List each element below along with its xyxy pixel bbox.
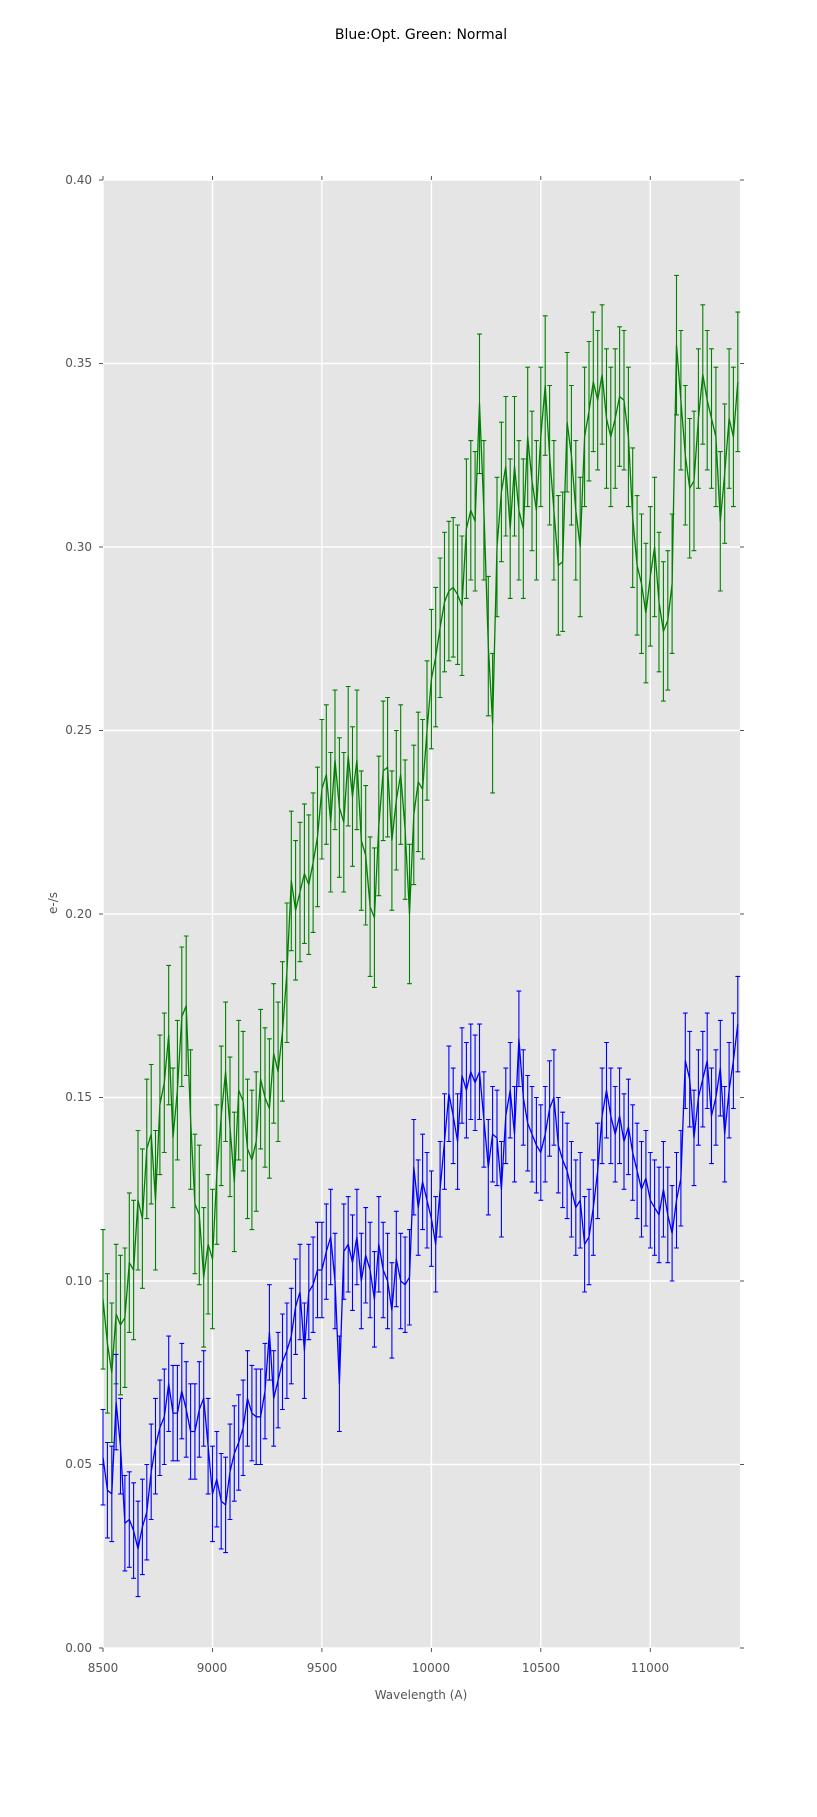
chart-title: Blue:Opt. Green: Normal [334,27,508,43]
opt-series-line [102,1024,739,1550]
normal-series-line [102,344,739,1374]
axis-tick-marks [99,176,744,1652]
x-tick-label-10500: 10500 [521,1661,561,1675]
x-tick-label-8500: 8500 [87,1661,119,1675]
x-tick-label-11000: 11000 [630,1661,670,1675]
y-tick-label-0.15: 0.15 [65,1090,92,1104]
y-tick-label-0.10: 0.10 [65,1274,92,1288]
x-tick-label-9000: 9000 [196,1661,228,1675]
y-tick-label-0.30: 0.30 [65,540,92,554]
y-tick-label-0.35: 0.35 [65,356,92,370]
y-tick-label-0.00: 0.00 [65,1641,92,1655]
x-tick-label-9500: 9500 [306,1661,338,1675]
y-tick-label-0.20: 0.20 [65,907,92,921]
y-tick-label-0.25: 0.25 [65,723,92,737]
x-tick-label-10000: 10000 [411,1661,451,1675]
y-tick-label-0.40: 0.40 [65,173,92,187]
x-axis-label: Wavelength (A) [374,1688,468,1702]
y-tick-label-0.05: 0.05 [65,1457,92,1471]
